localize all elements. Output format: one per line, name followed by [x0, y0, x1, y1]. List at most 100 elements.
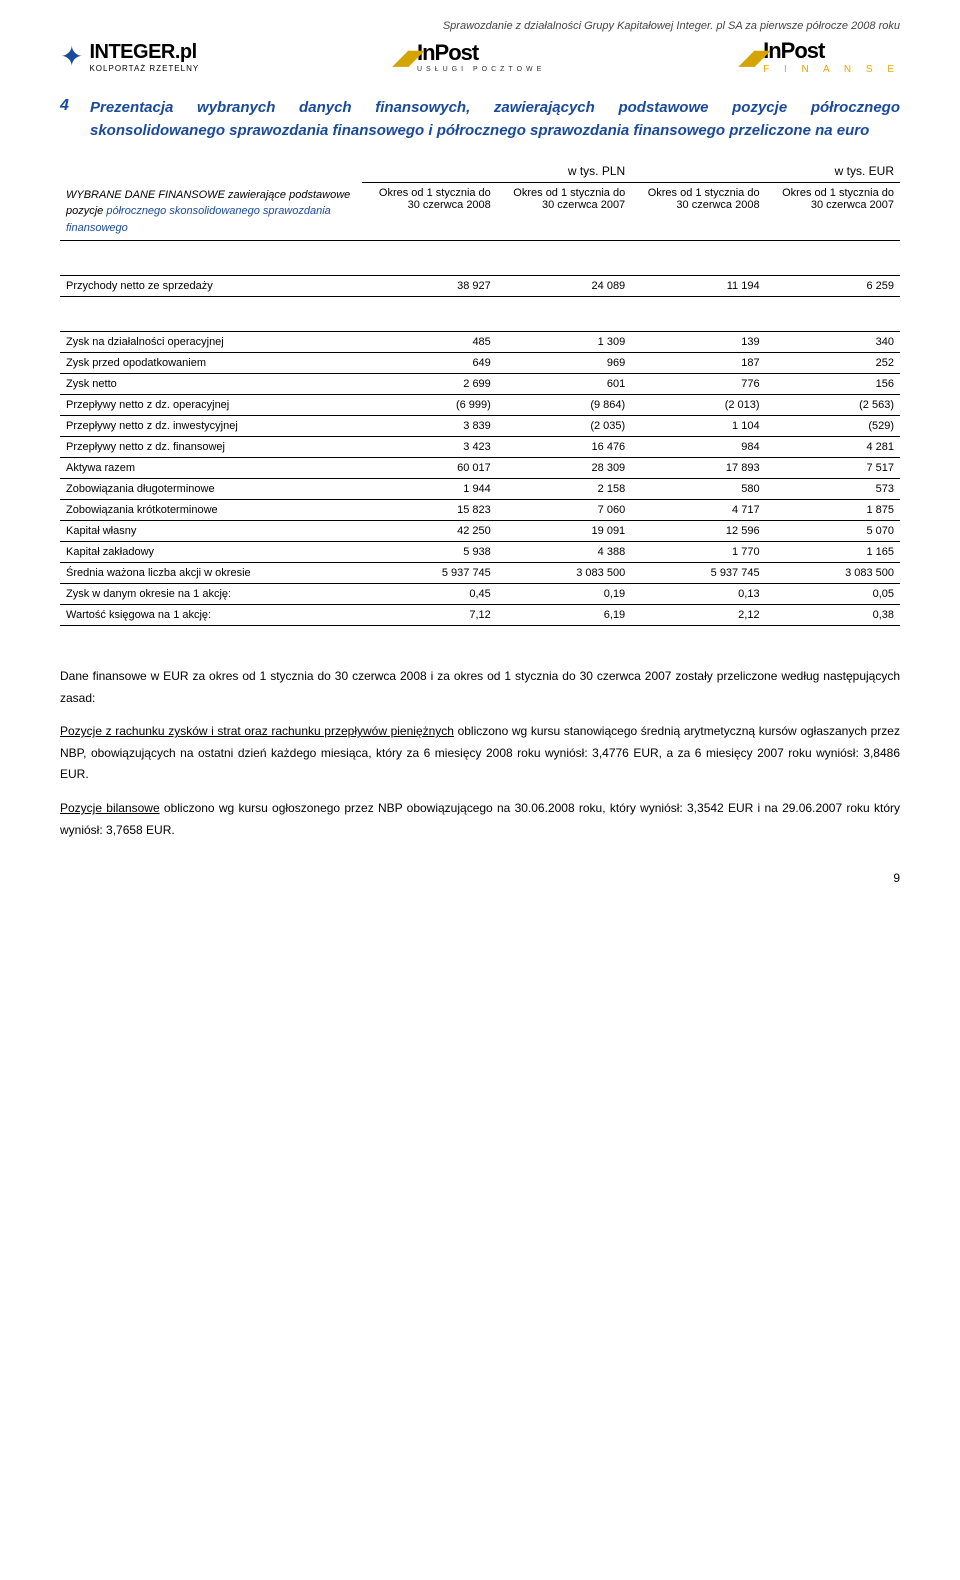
section-heading: 4 Prezentacja wybranych danych finansowy…	[60, 97, 900, 142]
row-label: Aktywa razem	[60, 458, 362, 479]
cell-pln-2007: 6,19	[497, 605, 631, 626]
cell-pln-2007: (2 035)	[497, 416, 631, 437]
table-row: Zysk w danym okresie na 1 akcję:0,450,19…	[60, 584, 900, 605]
row-label: Zysk na działalności operacyjnej	[60, 332, 362, 353]
cell-eur-2007: 0,38	[766, 605, 900, 626]
cell-eur-2007: 7 517	[766, 458, 900, 479]
table-row: Przepływy netto z dz. operacyjnej(6 999)…	[60, 395, 900, 416]
envelope-icon: ◢◤	[739, 45, 757, 69]
cell-pln-2008: 3 839	[362, 416, 496, 437]
cell-eur-2008: 17 893	[631, 458, 765, 479]
cell-eur-2007: 6 259	[766, 276, 900, 297]
cell-eur-2007: 340	[766, 332, 900, 353]
cell-eur-2007: 0,05	[766, 584, 900, 605]
cell-pln-2008: 2 699	[362, 374, 496, 395]
notes-p3: Pozycje bilansowe obliczono wg kursu ogł…	[60, 798, 900, 841]
table-row: Kapitał zakładowy5 9384 3881 7701 165	[60, 542, 900, 563]
logo-inpost-uslugi: ◢◤ InPost USŁUGI POCZTOWE	[393, 40, 545, 73]
row-label: Zobowiązania długoterminowe	[60, 479, 362, 500]
section-number: 4	[60, 97, 80, 142]
cell-pln-2008: 1 944	[362, 479, 496, 500]
cell-pln-2007: 1 309	[497, 332, 631, 353]
cell-eur-2008: 12 596	[631, 521, 765, 542]
logo-inpost1-sub: USŁUGI POCZTOWE	[417, 66, 545, 73]
cell-eur-2008: 580	[631, 479, 765, 500]
cell-pln-2008: 3 423	[362, 437, 496, 458]
cell-pln-2007: 16 476	[497, 437, 631, 458]
cell-eur-2007: (2 563)	[766, 395, 900, 416]
table-row: Zobowiązania długoterminowe1 9442 158580…	[60, 479, 900, 500]
star-icon: ✦	[60, 43, 83, 71]
notes-p2-underline: Pozycje z rachunku zysków i strat oraz r…	[60, 724, 454, 738]
unit-eur: w tys. EUR	[631, 160, 900, 183]
header-row: WYBRANE DANE FINANSOWE zawierające podst…	[60, 183, 900, 241]
row-label: Przepływy netto z dz. inwestycyjnej	[60, 416, 362, 437]
cell-pln-2007: (9 864)	[497, 395, 631, 416]
unit-pln: w tys. PLN	[362, 160, 631, 183]
cell-eur-2008: 139	[631, 332, 765, 353]
table-row: Zobowiązania krótkoterminowe15 8237 0604…	[60, 500, 900, 521]
cell-pln-2007: 7 060	[497, 500, 631, 521]
table-row: Zysk na działalności operacyjnej4851 309…	[60, 332, 900, 353]
logo-integer-text: INTEGER.pl	[89, 41, 199, 64]
cell-pln-2008: 7,12	[362, 605, 496, 626]
table-row: Przychody netto ze sprzedaży38 92724 089…	[60, 276, 900, 297]
page-number: 9	[60, 871, 900, 885]
table-row: Średnia ważona liczba akcji w okresie5 9…	[60, 563, 900, 584]
logo-inpost-finanse: ◢◤ InPost F I N A N S E	[739, 38, 900, 75]
cell-pln-2008: (6 999)	[362, 395, 496, 416]
table-row: Zysk przed opodatkowaniem649969187252	[60, 353, 900, 374]
cell-pln-2007: 24 089	[497, 276, 631, 297]
table-row: Przepływy netto z dz. finansowej3 42316 …	[60, 437, 900, 458]
cell-eur-2008: 0,13	[631, 584, 765, 605]
cell-pln-2008: 5 938	[362, 542, 496, 563]
table-row: Aktywa razem60 01728 30917 8937 517	[60, 458, 900, 479]
header-label-line2b: półrocznego skonsolidowanego sprawozdani…	[66, 205, 331, 234]
cell-eur-2008: 187	[631, 353, 765, 374]
table-row: Przepływy netto z dz. inwestycyjnej3 839…	[60, 416, 900, 437]
cell-eur-2008: 4 717	[631, 500, 765, 521]
cell-eur-2008: 984	[631, 437, 765, 458]
header-label-line1: WYBRANE DANE FINANSOWE zawierające podst…	[66, 189, 350, 201]
col-header-2: Okres od 1 stycznia do 30 czerwca 2007	[497, 183, 631, 241]
cell-pln-2007: 19 091	[497, 521, 631, 542]
cell-eur-2008: 776	[631, 374, 765, 395]
cell-eur-2007: 156	[766, 374, 900, 395]
cell-pln-2007: 601	[497, 374, 631, 395]
cell-pln-2007: 2 158	[497, 479, 631, 500]
cell-pln-2007: 3 083 500	[497, 563, 631, 584]
cell-eur-2008: 1 104	[631, 416, 765, 437]
cell-pln-2008: 15 823	[362, 500, 496, 521]
logo-inpost2-sub: F I N A N S E	[763, 64, 900, 75]
cell-pln-2007: 28 309	[497, 458, 631, 479]
cell-eur-2007: 1 875	[766, 500, 900, 521]
section-title: Prezentacja wybranych danych finansowych…	[90, 97, 900, 142]
logo-bar: ✦ INTEGER.pl KOLPORTAŻ RZETELNY ◢◤ InPos…	[60, 38, 900, 79]
header-label-line2a: pozycje	[66, 205, 106, 217]
cell-pln-2008: 5 937 745	[362, 563, 496, 584]
cell-eur-2007: 252	[766, 353, 900, 374]
row-label: Kapitał zakładowy	[60, 542, 362, 563]
cell-eur-2008: (2 013)	[631, 395, 765, 416]
cell-pln-2008: 42 250	[362, 521, 496, 542]
notes-p1: Dane finansowe w EUR za okres od 1 stycz…	[60, 666, 900, 709]
notes-p2: Pozycje z rachunku zysków i strat oraz r…	[60, 721, 900, 786]
cell-eur-2007: 5 070	[766, 521, 900, 542]
cell-pln-2008: 0,45	[362, 584, 496, 605]
cell-eur-2008: 2,12	[631, 605, 765, 626]
row-label: Przepływy netto z dz. finansowej	[60, 437, 362, 458]
row-label: Zysk w danym okresie na 1 akcję:	[60, 584, 362, 605]
cell-pln-2008: 649	[362, 353, 496, 374]
cell-pln-2007: 0,19	[497, 584, 631, 605]
cell-eur-2007: (529)	[766, 416, 900, 437]
row-label: Zysk przed opodatkowaniem	[60, 353, 362, 374]
cell-eur-2007: 573	[766, 479, 900, 500]
cell-pln-2007: 969	[497, 353, 631, 374]
logo-integer: ✦ INTEGER.pl KOLPORTAŻ RZETELNY	[60, 41, 199, 73]
cell-eur-2007: 1 165	[766, 542, 900, 563]
logo-integer-sub: KOLPORTAŻ RZETELNY	[89, 64, 199, 73]
cell-eur-2008: 11 194	[631, 276, 765, 297]
row-label: Kapitał własny	[60, 521, 362, 542]
table-row: Kapitał własny42 25019 09112 5965 070	[60, 521, 900, 542]
cell-pln-2007: 4 388	[497, 542, 631, 563]
